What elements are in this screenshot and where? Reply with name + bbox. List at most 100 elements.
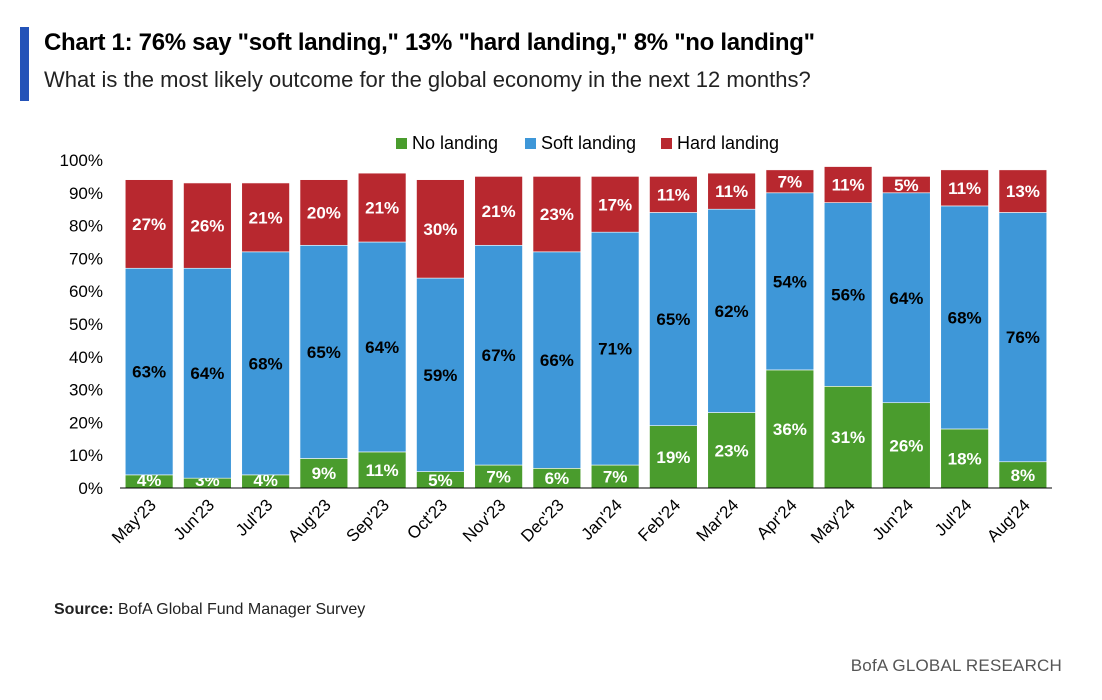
data-label-soft-landing: 64% [190,364,224,383]
data-label-soft-landing: 63% [132,363,166,382]
legend-swatch-soft-landing [525,138,536,149]
bar-segment-hard-landing [823,166,873,203]
y-tick-label: 0% [78,479,103,498]
x-tick-label: Jan'24 [577,495,625,543]
data-label-hard-landing: 5% [894,176,919,195]
bar-segment-soft-landing [590,231,640,466]
x-tick-label: Jun'23 [170,495,218,543]
title-accent-bar [20,27,29,101]
x-tick-label: Aug'23 [284,495,334,545]
x-tick-label: Feb'24 [634,495,684,545]
bar-segment-soft-landing [823,202,873,387]
data-label-no-landing: 9% [312,464,337,483]
y-tick-label: 90% [69,184,103,203]
bar-segment-hard-landing [998,169,1048,213]
data-label-soft-landing: 65% [307,343,341,362]
data-label-hard-landing: 21% [249,208,283,227]
data-label-hard-landing: 21% [482,202,516,221]
data-label-no-landing: 4% [137,471,162,490]
data-label-soft-landing: 54% [773,272,807,291]
y-tick-label: 40% [69,348,103,367]
data-label-hard-landing: 11% [948,179,981,198]
bar-segment-no-landing [707,412,756,489]
legend-label-no-landing: No landing [412,133,498,153]
data-label-no-landing: 26% [889,436,923,455]
source-text: BofA Global Fund Manager Survey [118,601,366,618]
bar-segment-hard-landing [474,176,523,246]
bar-segment-hard-landing [416,179,465,279]
data-label-hard-landing: 11% [832,176,865,195]
chart-subtitle: What is the most likely outcome for the … [44,67,811,92]
x-tick-label: Mar'24 [693,495,743,545]
x-tick-label: Oct'23 [403,495,451,543]
y-tick-label: 30% [69,381,103,400]
data-label-no-landing: 5% [428,471,453,490]
legend-label-soft-landing: Soft landing [541,133,636,153]
bar-segment-hard-landing [124,179,174,269]
bar-segment-no-landing [765,369,815,489]
x-tick-label: May'23 [108,495,160,547]
x-tick-label: Apr'24 [753,495,801,543]
x-tick-label: Aug'24 [983,495,1033,545]
bar-segment-soft-landing [998,212,1048,463]
bar-segment-hard-landing [183,182,232,269]
y-tick-label: 100% [60,151,103,170]
bar-segment-soft-landing [416,277,465,472]
x-tick-label: Jul'23 [232,495,276,539]
x-axis: May'23 Jun'23 Jul'23 Aug'23 Sep'23 Oct'23 Nov'… [108,487,1052,547]
data-label-soft-landing: 76% [1006,328,1040,347]
x-tick-label: Sep'23 [342,495,392,545]
y-tick-label: 50% [69,315,103,334]
data-label-soft-landing: 64% [365,338,399,357]
bar-segment-no-landing [823,386,873,489]
bar-area: 4%63%27%3%64%26%4%68%21%9%65%20%11%64%21… [124,166,1048,490]
data-label-soft-landing: 67% [482,346,516,365]
x-tick-label: Jun'24 [869,495,917,543]
bar-segment-hard-landing [299,179,349,246]
bar-segment-hard-landing [357,172,407,243]
data-label-soft-landing: 68% [948,308,982,327]
bar-segment-no-landing [357,451,407,489]
bar-segment-soft-landing [124,267,174,476]
data-label-no-landing: 7% [486,468,511,487]
data-label-no-landing: 8% [1011,466,1036,485]
bar-segment-soft-landing [357,241,407,453]
data-label-no-landing: 18% [948,449,982,468]
y-tick-label: 60% [69,282,103,301]
data-label-hard-landing: 30% [423,220,457,239]
data-label-hard-landing: 20% [307,203,341,222]
legend-label-hard-landing: Hard landing [677,133,779,153]
data-label-no-landing: 31% [831,428,865,447]
bar-segment-hard-landing [649,176,698,213]
bar-segment-hard-landing [882,176,931,194]
data-label-hard-landing: 11% [657,185,690,204]
y-tick-label: 70% [69,249,103,268]
data-label-soft-landing: 71% [598,340,632,359]
bar-segment-no-landing [299,458,349,489]
bar-segment-no-landing [649,425,698,489]
data-label-soft-landing: 62% [715,302,749,321]
data-label-no-landing: 7% [603,468,628,487]
bar-segment-soft-landing [241,251,290,476]
data-label-no-landing: 19% [656,448,690,467]
data-label-hard-landing: 26% [190,217,224,236]
data-label-hard-landing: 11% [715,182,748,201]
data-label-soft-landing: 59% [423,366,457,385]
y-axis: 0% 10% 20% 30% 40% 50% 60% 70% 80% 90% 100% [60,151,103,498]
bar-segment-hard-landing [590,176,640,233]
bar-segment-hard-landing [765,169,815,194]
y-tick-label: 10% [69,446,103,465]
bar-segment-hard-landing [532,176,582,253]
x-tick-label: Dec'23 [517,495,567,545]
bar-segment-hard-landing [707,172,756,210]
data-label-soft-landing: 66% [540,351,574,370]
data-label-no-landing: 6% [545,469,570,488]
x-tick-label: Jul'24 [931,495,975,539]
data-label-soft-landing: 65% [656,310,690,329]
y-tick-label: 80% [69,217,103,236]
data-label-soft-landing: 64% [889,289,923,308]
data-label-no-landing: 36% [773,420,807,439]
data-label-hard-landing: 13% [1006,182,1040,201]
bar-segment-soft-landing [474,244,523,466]
data-label-hard-landing: 21% [365,199,399,218]
